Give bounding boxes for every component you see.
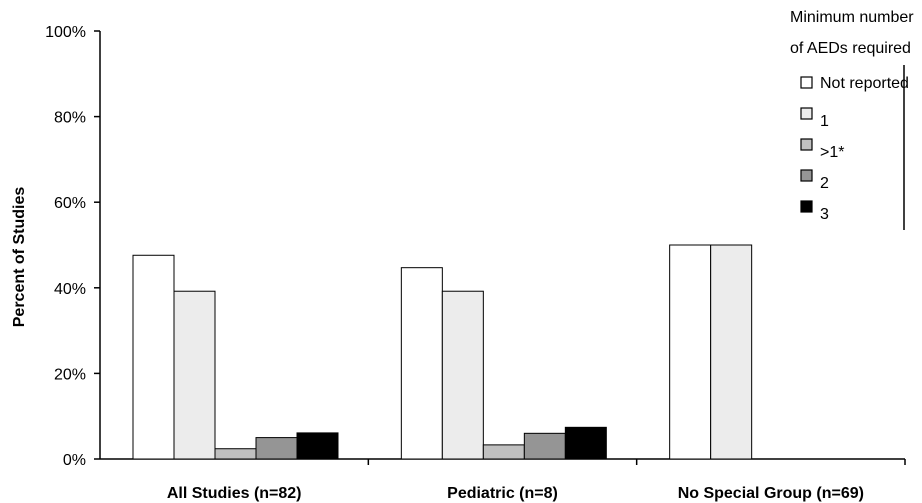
bar-3 — [214, 448, 257, 460]
bar-2 — [710, 244, 753, 460]
bar-4 — [523, 432, 566, 460]
bar-2 — [441, 290, 484, 460]
x-tick-label: All Studies (n=82) — [167, 485, 302, 502]
x-tick-label: No Special Group (n=69) — [678, 485, 864, 502]
bar-1 — [669, 244, 712, 460]
y-tick-label: 80% — [54, 110, 86, 127]
legend-label-5: 3 — [820, 206, 829, 223]
y-axis-label: Percent of Studies — [11, 187, 28, 328]
legend-label-3: >1* — [820, 144, 844, 161]
x-tick-label: Pediatric (n=8) — [447, 485, 558, 502]
bar-3 — [482, 444, 525, 460]
bar-5 — [296, 432, 339, 460]
legend-swatch-5 — [800, 200, 813, 213]
legend-swatch-3 — [800, 138, 813, 151]
legend-title-line-2: of AEDs required — [790, 40, 911, 57]
bar-1 — [132, 254, 175, 460]
legend-label-4: 2 — [820, 175, 829, 192]
legend-label-1: Not reported — [820, 75, 909, 92]
plot-area: 0% 20% 40% 60% 80% 100% All Studies (n=82) Pedi… — [45, 24, 906, 502]
y-tick-label: 40% — [54, 281, 86, 298]
y-tick-label: 20% — [54, 366, 86, 383]
legend-title-line-1: Minimum number — [790, 9, 914, 26]
y-tick-label: 0% — [63, 452, 86, 469]
bar-4 — [255, 437, 298, 460]
bar-5 — [564, 426, 607, 460]
bar-2 — [173, 290, 216, 460]
legend-swatch-4 — [800, 169, 813, 182]
bar-1 — [400, 267, 443, 460]
legend: Not reported 1 >1* 2 3 — [800, 75, 909, 223]
y-tick-label: 60% — [54, 195, 86, 212]
legend-label-2: 1 — [820, 113, 829, 130]
legend-swatch-1 — [800, 76, 813, 89]
legend-swatch-2 — [800, 107, 813, 120]
y-tick-label: 100% — [45, 24, 86, 41]
